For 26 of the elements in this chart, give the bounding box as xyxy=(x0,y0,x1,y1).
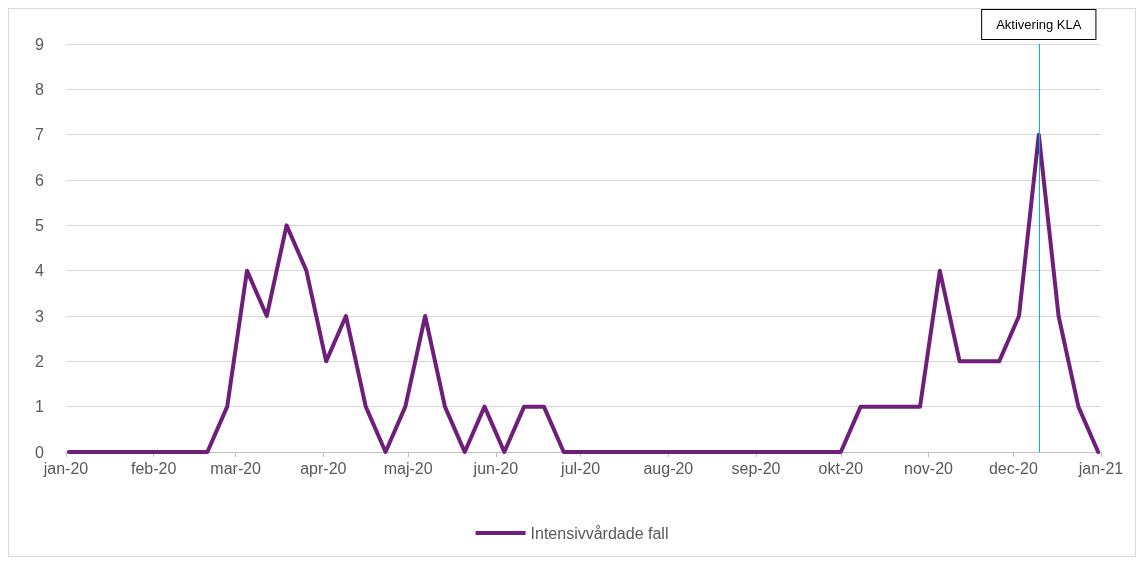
line-series xyxy=(66,132,1101,454)
y-tick-label: 2 xyxy=(35,352,45,370)
y-tick-label: 8 xyxy=(35,80,45,98)
y-tick-label: 0 xyxy=(35,443,45,461)
legend-label: Intensivvårdade fall xyxy=(530,524,669,542)
y-tick-label: 4 xyxy=(35,262,45,280)
x-tick-label: nov-20 xyxy=(904,459,954,477)
x-tick-label: jan-21 xyxy=(1077,459,1124,477)
x-tick-label: dec-20 xyxy=(988,459,1038,477)
y-tick-label: 5 xyxy=(35,216,45,234)
y-tick-label: 6 xyxy=(35,171,45,189)
x-tick-label: jun-20 xyxy=(472,459,519,477)
y-tick-label: 3 xyxy=(35,307,45,325)
ref-line-label: Aktivering KLA xyxy=(996,17,1082,32)
y-tick-label: 7 xyxy=(35,126,45,144)
x-tick-label: mar-20 xyxy=(210,459,262,477)
y-tick-label: 9 xyxy=(35,35,45,53)
x-tick-label: jan-20 xyxy=(42,459,89,477)
x-tick-label: apr-20 xyxy=(300,459,347,477)
x-tick-label: feb-20 xyxy=(130,459,177,477)
y-tick-label: 1 xyxy=(35,398,45,416)
x-tick-label: sep-20 xyxy=(731,459,781,477)
x-tick-label: okt-20 xyxy=(818,459,864,477)
x-tick-label: aug-20 xyxy=(643,459,694,477)
x-tick-label: maj-20 xyxy=(383,459,433,477)
x-tick-label: jul-20 xyxy=(560,459,601,477)
